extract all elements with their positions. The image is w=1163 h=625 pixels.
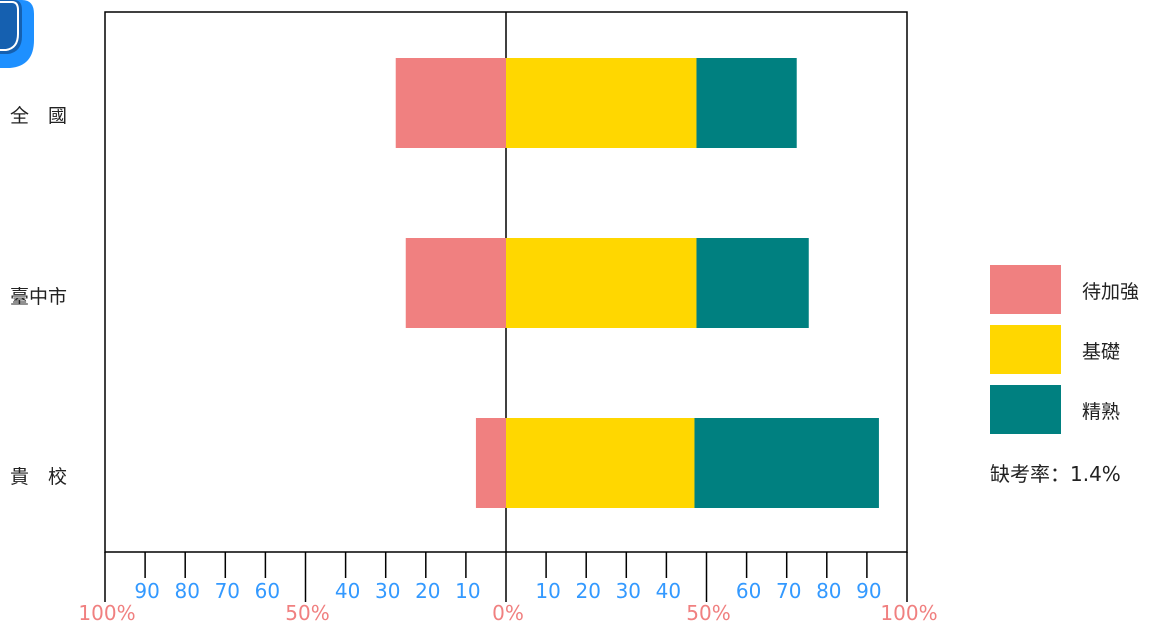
category-label: 貴 校 [10, 466, 68, 488]
bar-基礎 [506, 418, 695, 508]
legend-item: 精熟 [990, 385, 1150, 435]
bar-待加強 [395, 58, 506, 148]
major-tick-label: 100% [78, 601, 135, 625]
major-tick-label: 0% [492, 601, 524, 625]
minor-tick-label: 90 [134, 579, 159, 603]
minor-tick-label: 30 [616, 579, 641, 603]
minor-tick-label: 90 [856, 579, 881, 603]
bar-待加強 [405, 238, 506, 328]
legend-label: 待加強 [1082, 281, 1140, 303]
minor-tick-label: 10 [535, 579, 560, 603]
minor-tick-label: 20 [415, 579, 440, 603]
bar-精熟 [694, 418, 879, 508]
minor-tick-label: 80 [174, 579, 199, 603]
bar-基礎 [506, 58, 697, 148]
minor-tick-label: 30 [375, 579, 400, 603]
minor-tick-label: 70 [215, 579, 240, 603]
minor-tick-label: 40 [656, 579, 681, 603]
bar-基礎 [506, 238, 697, 328]
legend-label: 基礎 [1082, 341, 1121, 363]
bar-精熟 [696, 58, 797, 148]
legend-swatch [990, 385, 1061, 434]
bar-待加強 [475, 418, 506, 508]
legend-swatch [990, 325, 1061, 374]
corner-badge-decoration [0, 0, 34, 68]
minor-tick-label: 70 [776, 579, 801, 603]
major-tick-label: 50% [285, 601, 329, 625]
legend-item: 基礎 [990, 325, 1150, 375]
category-label: 臺中市 [10, 286, 68, 308]
minor-tick-label: 40 [335, 579, 360, 603]
legend-item: 待加強 [990, 265, 1150, 315]
major-tick-label: 50% [686, 601, 730, 625]
minor-tick-label: 60 [736, 579, 761, 603]
absent-rate-text: 缺考率：1.4% [990, 462, 1121, 486]
bar-精熟 [696, 238, 809, 328]
minor-tick-label: 10 [455, 579, 480, 603]
minor-tick-label: 60 [255, 579, 280, 603]
minor-tick-label: 80 [816, 579, 841, 603]
major-tick-label: 100% [880, 601, 937, 625]
minor-tick-label: 20 [575, 579, 600, 603]
category-label: 全 國 [10, 105, 68, 127]
legend-swatch [990, 265, 1061, 314]
legend-label: 精熟 [1082, 401, 1121, 423]
